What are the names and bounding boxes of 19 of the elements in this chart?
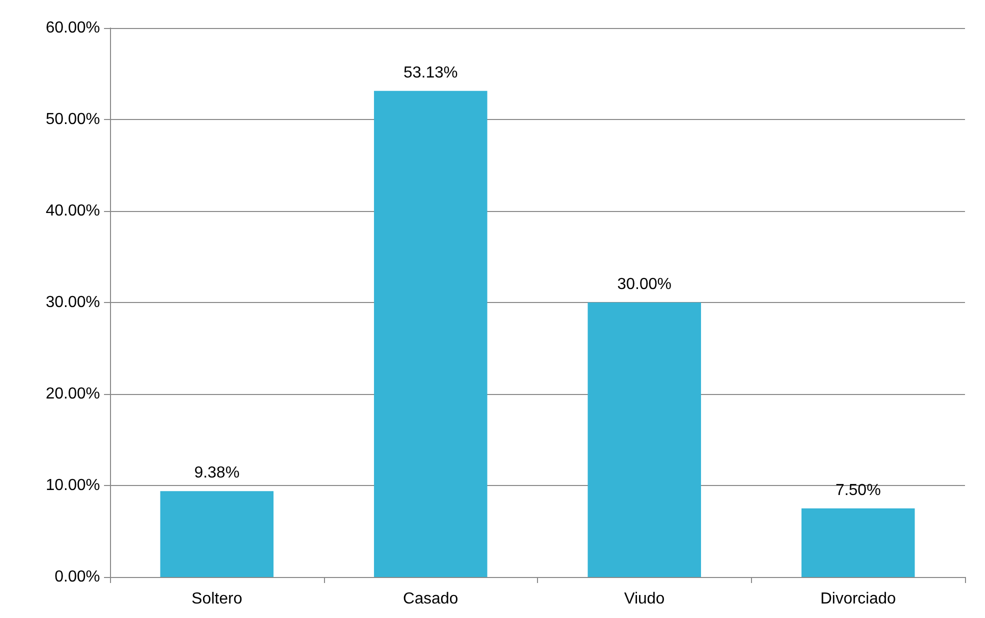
y-tick-label: 50.00% [46,111,100,128]
y-tick-label: 60.00% [46,20,100,36]
y-tick-label: 20.00% [46,386,100,402]
x-tick-label: Divorciado [820,590,896,608]
data-label: 7.50% [835,482,881,499]
data-label: 30.00% [617,276,672,293]
bar [160,491,274,577]
y-tick-label: 40.00% [46,202,100,220]
bar [588,302,702,577]
data-label: 9.38% [194,464,240,482]
bar [801,508,915,577]
y-tick-label: 10.00% [46,477,100,494]
x-tick-label: Soltero [192,590,242,608]
y-tick-label: 0.00% [54,568,100,586]
data-label: 53.13% [403,64,458,82]
y-tick-label: 30.00% [46,294,100,311]
x-tick-label: Casado [403,590,458,608]
x-tick-label: Viudo [624,590,665,608]
bar [374,90,488,577]
